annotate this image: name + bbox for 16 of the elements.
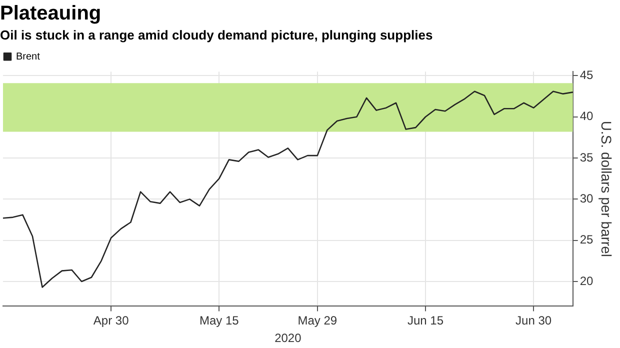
y-tick-label: 20 — [580, 274, 594, 288]
y-axis-title: U.S. dollars per barrel — [598, 120, 615, 257]
x-tick-label: May 15 — [199, 314, 240, 328]
x-tick-label: Jun 30 — [516, 314, 552, 328]
y-tick-label: 40 — [580, 109, 594, 124]
x-axis-title: 2020 — [274, 331, 302, 346]
x-tick-label: Apr 30 — [93, 314, 130, 328]
y-tick-label: 30 — [580, 192, 594, 206]
x-tick-label: May 29 — [298, 314, 338, 328]
x-tick-label: Jun 15 — [407, 314, 444, 328]
chart-title: Plateauing — [0, 2, 102, 25]
y-tick-label: 25 — [580, 232, 594, 247]
chart-subtitle: Oil is stuck in a range amid cloudy demand picture, plunging supplies — [0, 27, 433, 42]
legend-label: Brent — [16, 51, 40, 62]
y-tick-label: 45 — [580, 68, 594, 82]
y-tick-label: 35 — [580, 150, 594, 164]
